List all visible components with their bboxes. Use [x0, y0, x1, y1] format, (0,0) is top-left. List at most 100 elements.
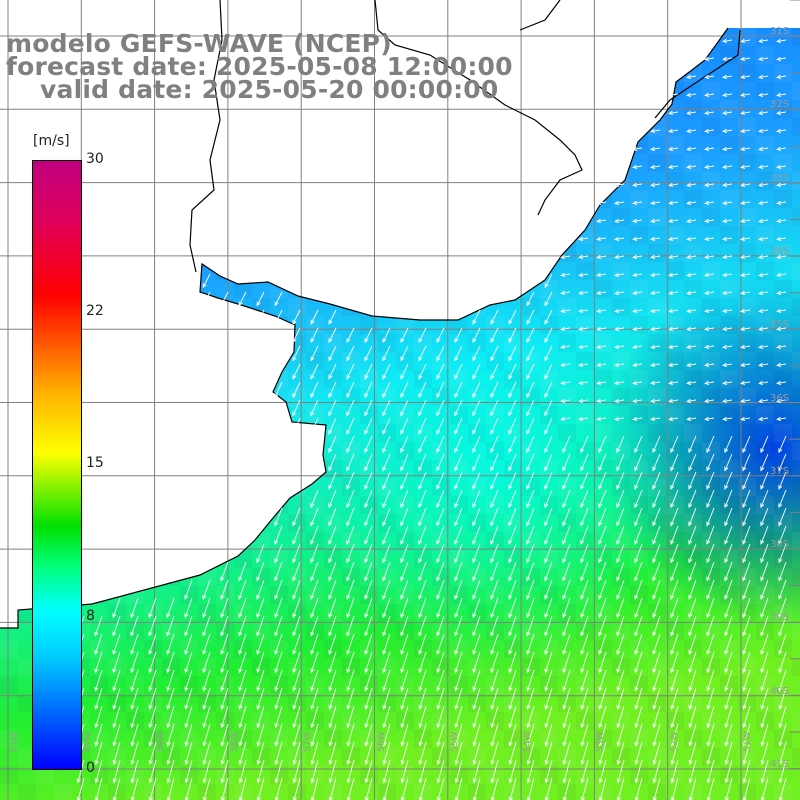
- wind-arrow: [346, 525, 355, 545]
- wind-arrow: [418, 399, 427, 417]
- wind-arrow: [740, 416, 751, 421]
- wind-arrow: [614, 416, 625, 421]
- wind-arrow: [310, 399, 319, 417]
- wind-arrow: [490, 453, 499, 472]
- wind-arrow: [400, 669, 409, 692]
- wind-arrow: [526, 381, 535, 399]
- wind-arrow: [472, 471, 481, 490]
- wind-arrow: [758, 110, 769, 115]
- coastline: [0, 0, 741, 629]
- wind-arrow: [614, 218, 625, 223]
- wind-arrow: [328, 759, 337, 784]
- wind-arrow: [722, 218, 733, 223]
- wind-arrow: [292, 759, 301, 784]
- wind-arrow: [740, 254, 751, 259]
- wind-arrow: [382, 579, 391, 600]
- wind-arrow: [544, 525, 553, 545]
- wind-arrow: [686, 74, 697, 79]
- wind-arrow: [238, 669, 247, 692]
- wind-arrow: [544, 705, 553, 729]
- lat-label-31S: 31S: [770, 26, 790, 37]
- wind-arrow: [740, 38, 751, 43]
- wind-arrow: [472, 723, 481, 747]
- wind-arrow: [184, 597, 193, 619]
- wind-arrow: [722, 236, 733, 241]
- wind-arrow: [472, 651, 481, 674]
- wind-arrow: [650, 236, 661, 241]
- wind-arrow: [706, 561, 715, 582]
- colorbar-tick-0: 0: [86, 760, 95, 776]
- wind-arrow: [238, 651, 247, 674]
- wind-arrow: [724, 687, 733, 711]
- wind-arrow: [614, 236, 625, 241]
- wind-arrow: [634, 615, 643, 637]
- wind-arrow: [704, 326, 715, 331]
- wind-arrow: [418, 705, 427, 729]
- wind-arrow: [454, 615, 463, 637]
- wind-arrow: [760, 777, 769, 800]
- wind-arrow: [436, 543, 445, 564]
- wind-arrow: [580, 687, 589, 711]
- wind-arrow: [274, 291, 283, 307]
- wind-arrow: [508, 687, 517, 711]
- wind-arrow: [418, 435, 427, 454]
- wind-arrow: [544, 507, 553, 527]
- wind-arrow: [328, 453, 337, 472]
- wind-arrow: [454, 327, 463, 344]
- wind-arrow: [760, 525, 769, 545]
- wind-arrow: [454, 489, 463, 509]
- wind-arrow: [508, 759, 517, 784]
- wind-arrow: [274, 615, 283, 637]
- wind-arrow: [418, 327, 427, 344]
- wind-arrow: [382, 525, 391, 545]
- wind-arrow: [418, 363, 427, 380]
- wind-arrow: [706, 597, 715, 619]
- wind-arrow: [202, 669, 211, 692]
- wind-arrow: [776, 74, 787, 79]
- wind-arrow: [472, 759, 481, 784]
- wind-arrow: [400, 453, 409, 472]
- wind-arrow: [598, 687, 607, 711]
- wind-arrow: [760, 759, 769, 784]
- wind-arrow: [112, 705, 121, 729]
- wind-arrow: [292, 597, 301, 619]
- wind-arrow: [202, 705, 211, 729]
- wind-arrow: [454, 579, 463, 600]
- wind-arrow: [634, 669, 643, 692]
- wind-arrow: [706, 615, 715, 637]
- wind-arrow: [722, 38, 733, 43]
- wind-arrow: [560, 362, 571, 367]
- wind-arrow: [668, 182, 679, 187]
- wind-arrow: [580, 723, 589, 747]
- wind-arrow: [560, 416, 571, 421]
- wind-arrow: [706, 579, 715, 600]
- wind-arrow: [724, 489, 733, 509]
- wind-arrow: [328, 327, 337, 344]
- wind-arrow: [472, 489, 481, 509]
- wind-arrow: [596, 344, 607, 349]
- wind-arrow: [724, 579, 733, 600]
- wind-arrow: [614, 182, 625, 187]
- wind-arrow: [148, 615, 157, 637]
- wind-arrow: [616, 615, 625, 637]
- wind-arrow: [652, 597, 661, 619]
- lat-label-33S: 33S: [770, 172, 790, 184]
- wind-arrow: [596, 290, 607, 295]
- wind-arrow: [382, 471, 391, 490]
- wind-arrow: [184, 705, 193, 729]
- wind-arrow: [166, 687, 175, 711]
- wind-arrow: [704, 236, 715, 241]
- wind-arrow: [776, 164, 787, 169]
- wind-arrow: [760, 723, 769, 747]
- wind-arrow: [454, 471, 463, 490]
- wind-arrow: [704, 380, 715, 385]
- wind-arrow: [166, 777, 175, 800]
- wind-arrow: [650, 416, 661, 421]
- wind-arrow: [616, 777, 625, 800]
- wind-arrow: [490, 381, 499, 399]
- wind-arrow: [76, 759, 85, 784]
- wind-arrow: [706, 507, 715, 527]
- wind-arrow: [562, 633, 571, 655]
- wind-arrow: [238, 579, 247, 600]
- wind-arrow: [256, 687, 265, 711]
